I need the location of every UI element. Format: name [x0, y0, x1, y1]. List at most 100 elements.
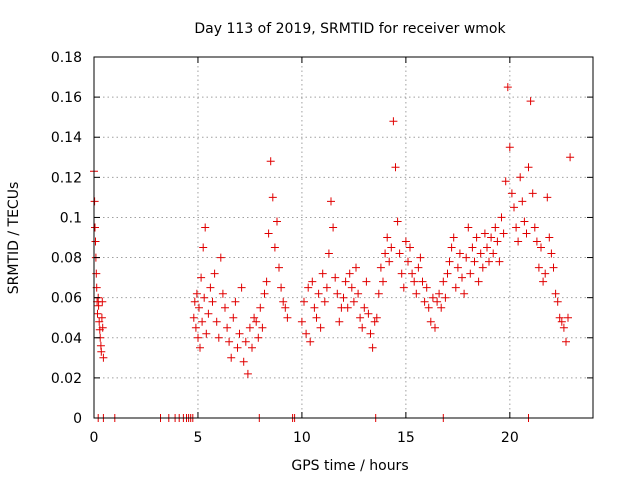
- data-point: [297, 317, 306, 326]
- data-point: [356, 313, 365, 322]
- data-point: [362, 277, 371, 286]
- data-point: [437, 303, 446, 312]
- data-point: [270, 243, 279, 252]
- data-point: [243, 369, 252, 378]
- data-point: [406, 243, 414, 252]
- data-point: [474, 277, 483, 286]
- data-point: [507, 189, 516, 198]
- data-point: [534, 263, 543, 272]
- data-point: [250, 313, 259, 322]
- y-tick-label: 0.04: [51, 331, 82, 347]
- data-point: [235, 329, 244, 338]
- y-tick-label: 0: [73, 411, 82, 427]
- data-point: [268, 193, 277, 202]
- data-point: [196, 343, 204, 352]
- data-point: [277, 283, 286, 292]
- data-point: [252, 317, 261, 326]
- data-point: [428, 293, 437, 302]
- data-point: [245, 323, 254, 332]
- data-point: [374, 289, 383, 298]
- data-point: [412, 289, 421, 298]
- data-point: [273, 217, 281, 226]
- data-point: [566, 153, 575, 162]
- data-point: [302, 329, 311, 338]
- data-point: [389, 117, 398, 126]
- data-point: [339, 293, 348, 302]
- data-point: [379, 277, 387, 286]
- data-point: [225, 337, 234, 346]
- data-point: [229, 313, 238, 322]
- data-point: [376, 263, 385, 272]
- data-point: [360, 303, 369, 312]
- data-point: [399, 283, 408, 292]
- x-tick-label: 15: [397, 430, 415, 446]
- data-point: [241, 337, 250, 346]
- data-point: [528, 189, 537, 198]
- data-point: [439, 277, 448, 286]
- data-point: [547, 249, 556, 258]
- data-point: [424, 303, 433, 312]
- data-point: [541, 269, 550, 278]
- data-point: [530, 223, 539, 232]
- data-point: [364, 309, 373, 318]
- x-tick-labels: 0 5 10 15 20: [90, 430, 519, 446]
- data-point: [260, 289, 269, 298]
- data-point: [316, 323, 325, 332]
- plot-area-border: [93, 56, 594, 419]
- data-point: [266, 157, 275, 166]
- data-point: [308, 277, 317, 286]
- data-point: [441, 293, 450, 302]
- data-point: [431, 323, 439, 332]
- data-point: [435, 289, 444, 298]
- data-point: [218, 289, 227, 298]
- data-point: [410, 277, 419, 286]
- data-point: [462, 253, 471, 262]
- data-point: [237, 283, 246, 292]
- data-point: [90, 197, 99, 206]
- data-point: [539, 277, 548, 286]
- data-point: [408, 269, 417, 278]
- data-point: [532, 237, 541, 246]
- data-point: [549, 263, 558, 272]
- x-tick-label: 5: [193, 430, 202, 446]
- data-point: [358, 323, 367, 332]
- data-point: [320, 297, 329, 306]
- data-points: [90, 83, 575, 378]
- data-point: [281, 303, 290, 312]
- data-point: [191, 323, 200, 332]
- data-point: [254, 333, 263, 342]
- data-point: [416, 253, 425, 262]
- data-point: [93, 309, 102, 318]
- data-point: [426, 317, 435, 326]
- data-point: [279, 297, 288, 306]
- y-tick-label: 0.16: [51, 90, 82, 106]
- data-point: [366, 329, 375, 338]
- data-point: [493, 237, 502, 246]
- data-point: [489, 249, 498, 258]
- data-point: [443, 269, 452, 278]
- y-tick-label: 0.02: [51, 371, 82, 387]
- data-point: [510, 203, 518, 212]
- data-point: [341, 277, 350, 286]
- y-axis-label: SRMTID / TECUs: [6, 182, 22, 295]
- data-point: [505, 143, 514, 152]
- data-point: [239, 357, 248, 366]
- data-point: [387, 243, 396, 252]
- data-point: [283, 313, 292, 322]
- data-point: [460, 289, 469, 298]
- data-point: [98, 323, 107, 332]
- data-point: [420, 297, 429, 306]
- data-point: [447, 243, 456, 252]
- data-point: [522, 229, 531, 238]
- data-point: [370, 317, 379, 326]
- data-point: [248, 343, 256, 352]
- data-point: [333, 289, 342, 298]
- data-point: [329, 223, 338, 232]
- data-point: [97, 347, 106, 356]
- data-point: [397, 269, 406, 278]
- data-point: [480, 229, 489, 238]
- data-point: [455, 249, 464, 258]
- data-point: [324, 249, 333, 258]
- data-point: [385, 257, 394, 266]
- data-point: [472, 233, 481, 242]
